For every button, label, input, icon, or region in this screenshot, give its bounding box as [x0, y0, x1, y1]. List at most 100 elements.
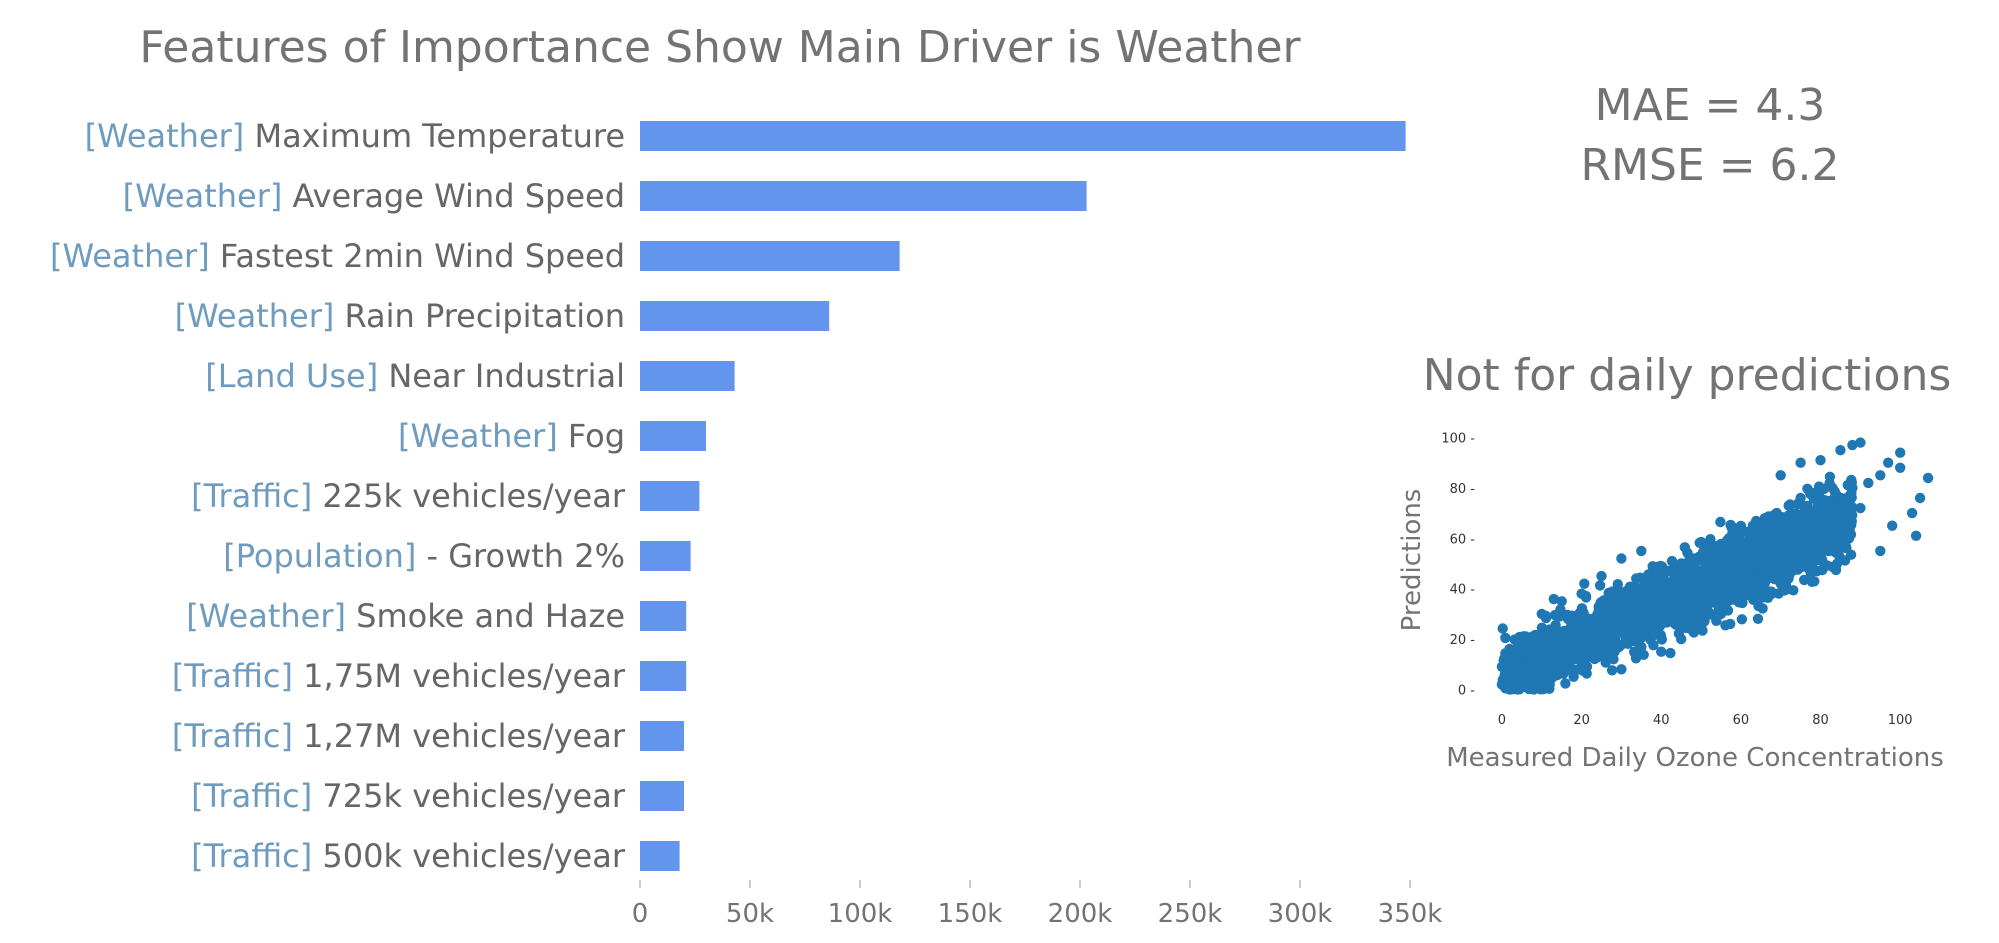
scatter-point: [1544, 679, 1555, 690]
scatter-point: [1701, 592, 1713, 603]
scatter-y-tick-label: 80 -: [1450, 482, 1476, 497]
category-tag: [Weather]: [123, 177, 293, 215]
bar-x-axis: 0 50k 100k 150k 200k 250k 300k 350k: [632, 880, 1442, 929]
scatter-point: [1644, 613, 1655, 625]
scatter-point: [1731, 550, 1743, 562]
category-tag: [Weather]: [398, 417, 568, 455]
scatter-point: [1707, 563, 1719, 574]
scatter-point: [1847, 439, 1858, 451]
bar: [640, 721, 684, 751]
category-tag: [Traffic]: [172, 657, 303, 695]
scatter-point: [1668, 601, 1679, 612]
scatter-point: [1761, 592, 1773, 603]
category-name: 1,75M vehicles/year: [303, 657, 626, 695]
scatter-y-label: Predictions: [1397, 489, 1427, 632]
scatter-point: [1752, 613, 1764, 624]
scatter-point: [1787, 538, 1798, 549]
scatter-point: [1780, 563, 1792, 574]
x-tick-label: 100k: [828, 899, 893, 929]
scatter-point: [1560, 661, 1571, 672]
bar: [640, 241, 900, 271]
category-tag: [Population]: [223, 537, 426, 575]
scatter-point: [1679, 596, 1691, 607]
scatter-point: [1711, 540, 1723, 552]
scatter-point: [1735, 528, 1747, 539]
scatter-point: [1705, 534, 1716, 545]
scatter-point: [1748, 594, 1759, 605]
scatter-point: [1672, 583, 1683, 594]
category-name: 225k vehicles/year: [322, 477, 625, 515]
scatter-point: [1715, 516, 1726, 528]
scatter-point: [1520, 669, 1532, 680]
scatter-point: [1516, 646, 1528, 657]
scatter-point: [1775, 578, 1786, 589]
scatter-point: [1636, 601, 1647, 612]
category-tag: [Traffic]: [172, 717, 303, 755]
scatter-point: [1691, 588, 1703, 599]
scatter-point: [1528, 674, 1540, 685]
bar-category-label: [Traffic] 725k vehicles/year: [191, 777, 626, 815]
scatter-point: [1743, 545, 1755, 557]
scatter-point: [1815, 505, 1826, 516]
scatter-point: [1676, 633, 1687, 645]
scatter-point: [1612, 613, 1623, 625]
bar: [640, 661, 687, 691]
scatter-point: [1528, 643, 1539, 654]
scatter-point: [1643, 569, 1654, 580]
scatter-point: [1787, 552, 1799, 564]
scatter-point: [1630, 636, 1641, 647]
category-name: Rain Precipitation: [345, 297, 626, 335]
scatter-point: [1604, 601, 1615, 612]
scatter-point: [1727, 570, 1739, 582]
scatter-point: [1504, 684, 1516, 695]
scatter-point: [1714, 589, 1725, 600]
scatter-point: [1831, 507, 1842, 519]
scatter-point: [1656, 608, 1667, 620]
scatter-point: [1750, 545, 1762, 557]
scatter-point: [1496, 661, 1508, 672]
scatter-point: [1775, 470, 1786, 481]
category-name: 725k vehicles/year: [322, 777, 625, 815]
scatter-point: [1518, 631, 1529, 642]
scatter-point: [1735, 596, 1747, 607]
scatter-y-tick-label: 100 -: [1441, 432, 1475, 447]
scatter-point: [1536, 651, 1548, 662]
scatter-x-tick-label: 80: [1812, 713, 1829, 728]
scatter-point: [1676, 558, 1687, 569]
scatter-point: [1819, 520, 1830, 531]
scatter-y-tick-label: 40 -: [1450, 583, 1476, 598]
scatter-point: [1707, 573, 1719, 585]
scatter-point: [1640, 621, 1651, 633]
scatter-point: [1504, 676, 1516, 688]
bar: [640, 781, 684, 811]
scatter-point: [1863, 477, 1874, 489]
scatter-title: Not for daily predictions: [1423, 350, 1952, 401]
scatter-point: [1548, 659, 1559, 670]
scatter-point: [1497, 623, 1508, 634]
scatter-x-tick-label: 60: [1733, 713, 1750, 728]
scatter-point: [1835, 536, 1846, 547]
bar-category-label: [Weather] Average Wind Speed: [123, 177, 625, 215]
scatter-point: [1828, 521, 1840, 533]
category-name: 500k vehicles/year: [322, 837, 625, 875]
scatter-point: [1799, 574, 1810, 586]
scatter-point: [1883, 457, 1894, 468]
scatter-point: [1719, 558, 1731, 569]
category-name: Near Industrial: [388, 357, 625, 395]
bar-chart-title: Features of Importance Show Main Driver …: [139, 22, 1301, 73]
scatter-point: [1799, 533, 1810, 544]
category-name: 1,27M vehicles/year: [303, 717, 626, 755]
scatter-point: [1568, 671, 1579, 682]
scatter-point: [1823, 497, 1834, 509]
category-tag: [Weather]: [175, 297, 345, 335]
scatter-point: [1875, 470, 1886, 481]
scatter-point: [1679, 542, 1691, 553]
category-name: Average Wind Speed: [293, 177, 625, 215]
scatter-point: [1702, 603, 1713, 615]
scatter-point: [1833, 549, 1844, 561]
scatter-point: [1648, 596, 1659, 607]
scatter-point: [1536, 608, 1548, 620]
scatter-point: [1723, 533, 1735, 544]
scatter-point: [1783, 500, 1794, 511]
scatter-point: [1895, 462, 1906, 473]
